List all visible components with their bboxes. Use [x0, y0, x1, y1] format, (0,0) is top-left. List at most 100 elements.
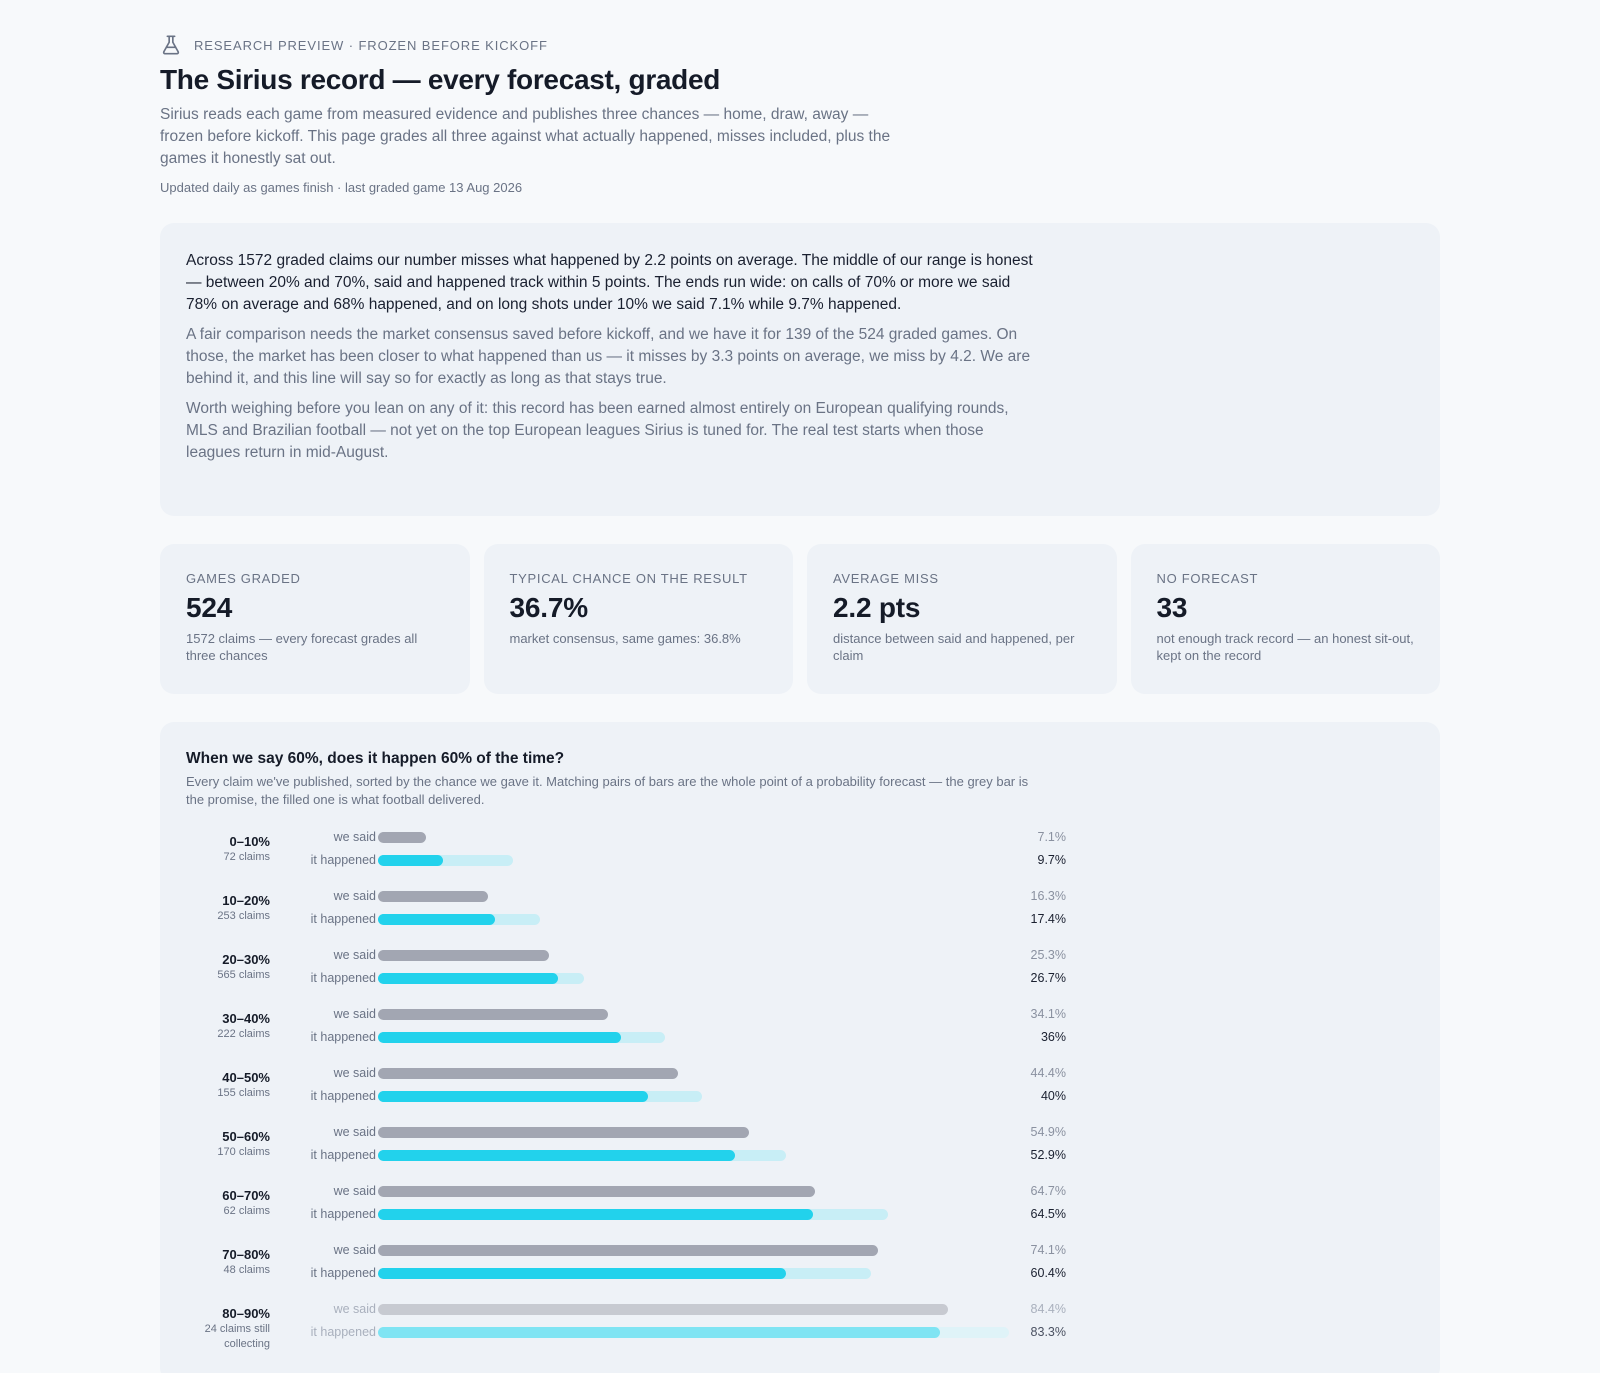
bin-claim-count: 72 claims: [223, 851, 270, 863]
bin-range-label: 80–90%: [222, 1306, 270, 1321]
stat-label: GAMES GRADED: [186, 571, 301, 586]
bin-claim-count: 170 claims: [217, 1146, 270, 1158]
bin-claim-count: 48 claims: [223, 1264, 270, 1276]
happened-value: 26.7%: [1030, 971, 1066, 985]
happened-bar: [378, 1209, 814, 1220]
calibration-bars: 0–10% 72 claims we said 7.1% it happened 9.7%…: [186, 828, 1066, 1359]
happened-value: 64.5%: [1030, 1207, 1066, 1221]
flask-icon: [162, 35, 180, 55]
calibration-bin: 50–60% 170 claims we said 54.9% it happened 5…: [186, 1123, 1066, 1182]
said-row: we said 34.1%: [186, 1005, 1066, 1023]
said-value: 34.1%: [1030, 1007, 1066, 1021]
happened-row-label: it happened: [310, 1325, 376, 1339]
happened-value: 52.9%: [1030, 1148, 1066, 1162]
happened-row: it happened 26.7%: [186, 969, 1066, 987]
stat-cards: GAMES GRADED 524 1572 claims — every for…: [160, 544, 1440, 694]
bin-claim-count: 222 claims: [217, 1028, 270, 1040]
stat-card-typical-chance: TYPICAL CHANCE ON THE RESULT 36.7% marke…: [483, 544, 793, 694]
happened-row: it happened 60.4%: [186, 1264, 1066, 1282]
happened-value: 17.4%: [1030, 912, 1066, 926]
said-row-label: we said: [333, 1243, 376, 1257]
said-bar: [378, 1186, 815, 1197]
bin-range-label: 50–60%: [222, 1129, 270, 1144]
said-row-label: we said: [333, 889, 376, 903]
said-value: 7.1%: [1037, 830, 1067, 844]
bin-claim-count: 62 claims: [223, 1205, 270, 1217]
happened-value: 9.7%: [1037, 853, 1067, 867]
stat-card-average-miss: AVERAGE MISS 2.2 pts distance between sa…: [807, 544, 1117, 694]
stat-subtext: market consensus, same games: 36.8%: [509, 631, 741, 646]
calibration-bin: 20–30% 565 claims we said 25.3% it happened 2…: [186, 946, 1066, 1005]
chart-description: Every claim we've published, sorted by t…: [186, 774, 1029, 807]
happened-value: 40%: [1040, 1089, 1066, 1103]
happened-bar: [378, 1268, 786, 1279]
stat-label: TYPICAL CHANCE ON THE RESULT: [509, 571, 748, 586]
said-row-label: we said: [333, 948, 376, 962]
stat-label: NO FORECAST: [1156, 571, 1259, 586]
happened-bar: [378, 855, 444, 866]
calibration-chart: When we say 60%, does it happen 60% of t…: [160, 722, 1440, 1373]
stat-card-games-graded: GAMES GRADED 524 1572 claims — every for…: [160, 544, 470, 694]
said-row-label: we said: [333, 1125, 376, 1139]
happened-row-label: it happened: [310, 912, 376, 926]
happened-row: it happened 64.5%: [186, 1205, 1066, 1223]
happened-row-label: it happened: [310, 1030, 376, 1044]
bin-range-label: 10–20%: [222, 893, 270, 908]
said-row: we said 84.4%: [186, 1300, 1066, 1318]
happened-range-bar: [378, 855, 513, 866]
said-row: we said 7.1%: [186, 828, 1066, 846]
happened-row-label: it happened: [310, 853, 376, 867]
calibration-bin: 80–90% 24 claims still collecting we said 8…: [186, 1300, 1066, 1359]
said-bar: [378, 1068, 678, 1079]
stat-subtext: 1572 claims — every forecast grades all …: [186, 631, 418, 663]
summary-paragraph-2: A fair comparison needs the market conse…: [186, 326, 1031, 387]
said-row: we said 16.3%: [186, 887, 1066, 905]
happened-bar: [378, 1091, 648, 1102]
happened-value: 60.4%: [1030, 1266, 1066, 1280]
summary-paragraph-1: Across 1572 graded claims our number mis…: [186, 252, 1033, 313]
calibration-bin: 60–70% 62 claims we said 64.7% it happened 64…: [186, 1182, 1066, 1241]
happened-row-label: it happened: [310, 1207, 376, 1221]
said-row-label: we said: [333, 1302, 376, 1316]
happened-bar: [378, 914, 496, 925]
said-value: 74.1%: [1030, 1243, 1066, 1257]
said-row: we said 54.9%: [186, 1123, 1066, 1141]
bin-claim-count: 565 claims: [217, 969, 270, 981]
happened-row: it happened 17.4%: [186, 910, 1066, 928]
stat-subtext: not enough track record — an honest sit-…: [1156, 631, 1414, 663]
happened-bar: [378, 1327, 941, 1338]
stat-card-no-forecast: NO FORECAST 33 not enough track record —…: [1130, 544, 1440, 694]
bin-range-label: 70–80%: [222, 1247, 270, 1262]
happened-row-label: it happened: [310, 1266, 376, 1280]
chart-title: When we say 60%, does it happen 60% of t…: [186, 750, 565, 767]
said-row: we said 74.1%: [186, 1241, 1066, 1259]
said-row-label: we said: [333, 830, 376, 844]
said-row-label: we said: [333, 1066, 376, 1080]
calibration-bin: 0–10% 72 claims we said 7.1% it happened 9.7%: [186, 828, 1066, 887]
said-value: 16.3%: [1030, 889, 1066, 903]
happened-value: 83.3%: [1030, 1325, 1066, 1339]
updated-note: Updated daily as games finish · last gra…: [160, 180, 523, 195]
bin-range-label: 0–10%: [229, 834, 270, 849]
said-bar: [378, 1304, 948, 1315]
stat-value: 36.7%: [509, 592, 589, 623]
said-value: 84.4%: [1030, 1302, 1066, 1316]
happened-row: it happened 36%: [186, 1028, 1066, 1046]
calibration-bin: 70–80% 48 claims we said 74.1% it happened 60…: [186, 1241, 1066, 1300]
bin-claim-count: 253 claims: [217, 910, 270, 922]
eyebrow-label: RESEARCH PREVIEW · FROZEN BEFORE KICKOFF: [194, 37, 548, 53]
said-value: 64.7%: [1030, 1184, 1066, 1198]
happened-row: it happened 40%: [186, 1087, 1066, 1105]
said-bar: [378, 950, 549, 961]
bin-range-label: 40–50%: [222, 1070, 270, 1085]
said-row: we said 64.7%: [186, 1182, 1066, 1200]
happened-row-label: it happened: [310, 1148, 376, 1162]
happened-row: it happened 52.9%: [186, 1146, 1066, 1164]
stat-subtext: distance between said and happened, per …: [833, 631, 1075, 663]
said-row: we said 44.4%: [186, 1064, 1066, 1082]
page-lede: Sirius reads each game from measured evi…: [160, 106, 891, 167]
said-bar: [378, 1127, 749, 1138]
bin-range-label: 20–30%: [222, 952, 270, 967]
calibration-bin: 40–50% 155 claims we said 44.4% it happened 4…: [186, 1064, 1066, 1123]
said-row: we said 25.3%: [186, 946, 1066, 964]
